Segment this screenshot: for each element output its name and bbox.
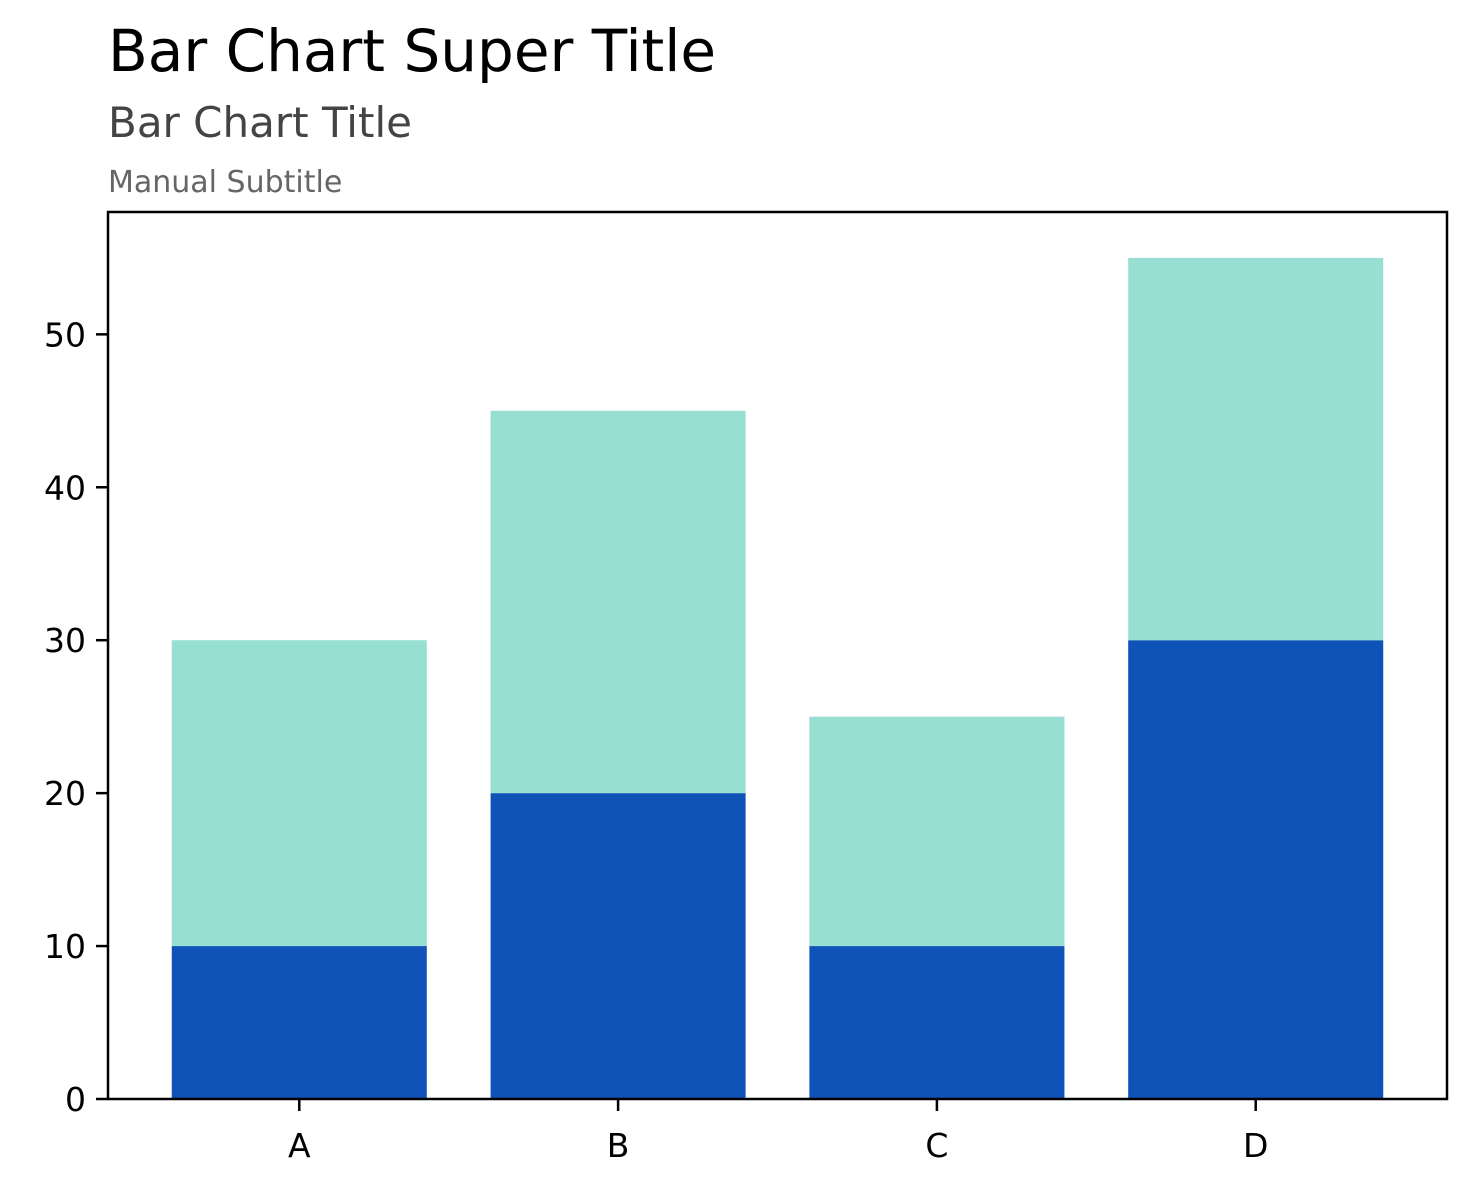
x-tick-label-d: D: [1243, 1126, 1268, 1165]
bar-d-segment-1: [1128, 640, 1384, 1099]
y-axis: 0 10 20 30 40 50: [44, 315, 108, 1119]
x-axis: A B C D: [288, 1099, 1268, 1165]
y-tick-label-40: 40: [44, 468, 86, 507]
bar-a-segment-1: [171, 946, 427, 1099]
bar-b-segment-1: [490, 793, 746, 1099]
y-tick-label-30: 30: [44, 621, 86, 660]
x-tick-label-a: A: [288, 1126, 311, 1165]
y-tick-label-10: 10: [44, 927, 86, 966]
chart-subtitle: Manual Subtitle: [108, 165, 343, 200]
chart-supertitle: Bar Chart Super Title: [108, 17, 717, 85]
bar-c-segment-2: [809, 716, 1065, 947]
y-tick-label-50: 50: [44, 315, 86, 354]
x-tick-label-c: C: [925, 1126, 948, 1165]
x-tick-label-b: B: [607, 1126, 630, 1165]
bar-c-segment-1: [809, 946, 1065, 1099]
bar-a-segment-2: [171, 640, 427, 947]
bars-group: [171, 257, 1384, 1099]
bar-d-segment-2: [1128, 257, 1384, 641]
bar-b-segment-2: [490, 410, 746, 794]
y-tick-label-0: 0: [65, 1080, 86, 1119]
y-tick-label-20: 20: [44, 774, 86, 813]
plot-frame: [106, 210, 1449, 1101]
chart-title: Bar Chart Title: [108, 98, 412, 147]
